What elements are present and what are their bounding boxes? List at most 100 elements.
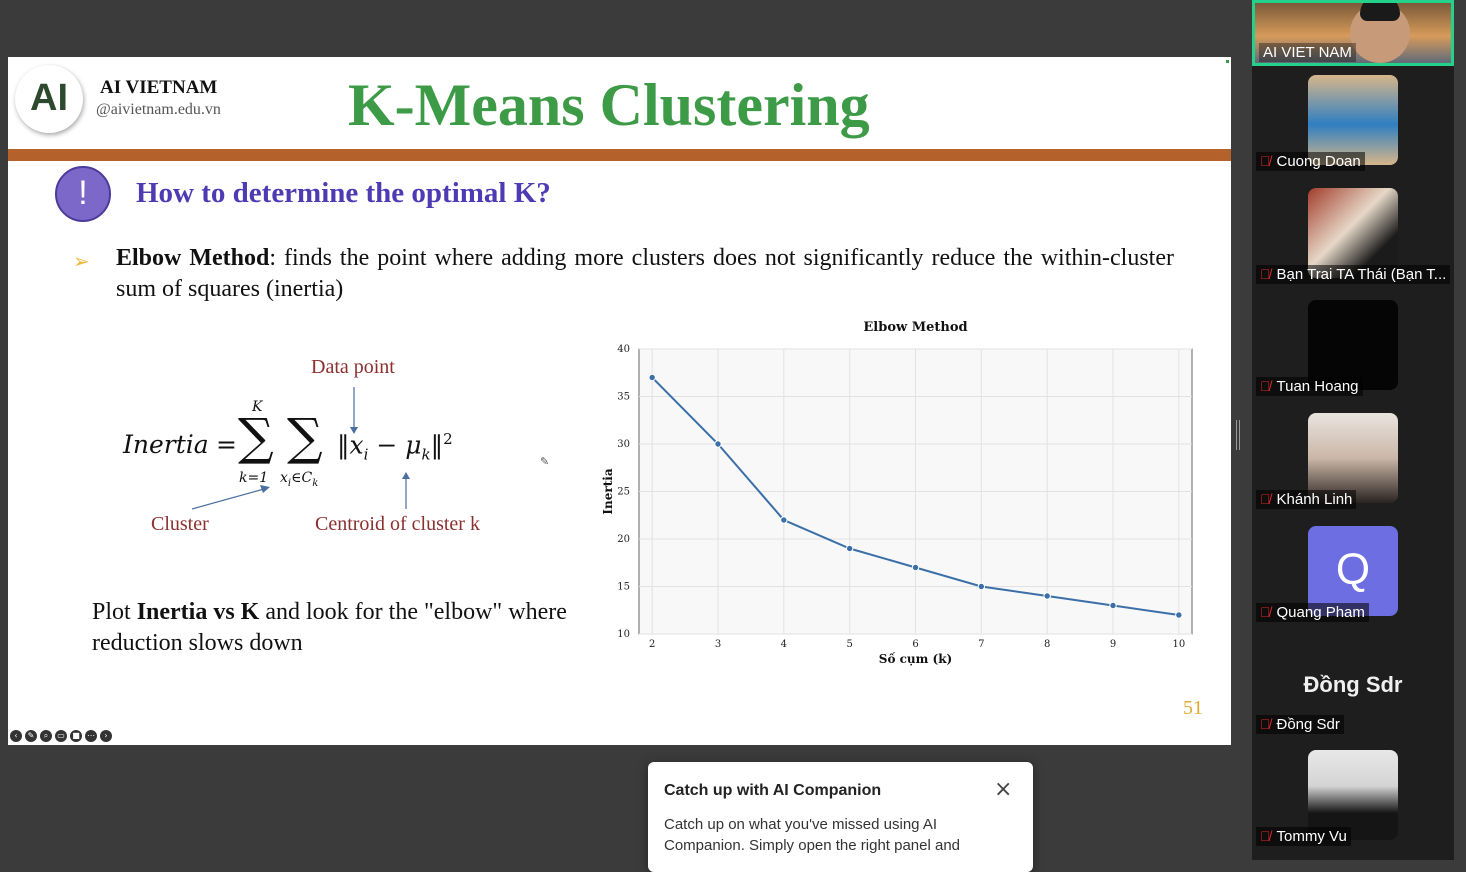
elbow-chart-svg: 10 15 20 25 30 35 40 2 3 4 5 6 7 8 9 10 Elbow Method Số c… <box>601 320 1193 666</box>
data-point <box>1109 601 1117 610</box>
ai-companion-popup: Catch up with AI Companion × Catch up on… <box>648 762 1033 872</box>
y-tick-label: 35 <box>617 392 630 403</box>
mic-muted-icon: 🎙̸ <box>1260 378 1271 394</box>
bullet-definition: : finds the point where adding more clus… <box>116 245 1174 302</box>
avatar <box>1308 300 1398 390</box>
panel-resize-handle[interactable] <box>1236 420 1240 450</box>
sum-lower-limit: k=1 <box>239 470 269 486</box>
formula-lhs: Inertia <box>123 430 209 459</box>
x-tick-label: 9 <box>1110 639 1116 650</box>
pen-tool-icon[interactable]: ✎ <box>25 730 37 742</box>
data-point <box>714 440 722 448</box>
prev-slide-icon[interactable]: ‹ <box>10 730 22 742</box>
ai-vietnam-logo: AI <box>15 65 83 133</box>
x-tick-label: 7 <box>978 639 984 650</box>
arrowhead-data-point <box>350 427 358 434</box>
data-point <box>648 373 656 382</box>
plot-text-post: and look for the "elbow" where reduction… <box>92 599 567 656</box>
participant-name-text: Tuan Hoang <box>1276 378 1359 395</box>
y-tick-label: 30 <box>617 439 630 450</box>
formula-arrows: ✎ <box>191 387 549 510</box>
participant-name-text: Cuong Doan <box>1276 153 1361 170</box>
inner-set-sub: k <box>312 477 319 489</box>
avatar <box>1308 188 1398 278</box>
participant-name-text: Bạn Trai TA Thái (Bạn T... <box>1276 266 1447 283</box>
participant-tile[interactable]: Q 🎙̸ Quang Pham <box>1252 526 1454 638</box>
bullet-term: Elbow Method <box>116 245 270 271</box>
participant-name: 🎙̸ Quang Pham <box>1256 603 1369 622</box>
norm-mu-sub: k <box>421 445 431 464</box>
chart-title: Elbow Method <box>863 320 967 335</box>
label-cluster: Cluster <box>151 513 209 535</box>
participant-name: 🎙̸ Tommy Vu <box>1256 827 1351 846</box>
participant-tile[interactable]: 🎙̸ Bạn Trai TA Thái (Bạn T... <box>1252 188 1454 300</box>
avatar <box>1308 750 1398 840</box>
title-divider <box>8 149 1231 161</box>
y-axis-label: Inertia <box>601 468 615 514</box>
x-tick-label: 8 <box>1044 639 1050 650</box>
slide-title: K-Means Clustering <box>348 72 870 138</box>
norm-minus: − <box>376 430 398 460</box>
y-tick-label: 20 <box>617 534 630 545</box>
data-point <box>1043 592 1051 600</box>
data-point <box>845 544 854 553</box>
data-point <box>911 563 920 572</box>
y-tick-label: 40 <box>617 344 630 355</box>
org-name: AI VIETNAM <box>100 77 218 98</box>
bullet-arrow-icon: ➢ <box>73 249 90 273</box>
x-tick-label: 4 <box>781 639 787 650</box>
plot-instruction: Plot Inertia vs K and look for the "elbo… <box>92 597 612 659</box>
page-number: 51 <box>1183 697 1203 719</box>
inner-x-sub: i <box>287 477 292 489</box>
more-options-icon[interactable]: ⋯ <box>85 730 97 742</box>
mic-muted-icon: 🎙̸ <box>1260 716 1271 732</box>
active-speaker-name: AI VIET NAM <box>1259 43 1356 62</box>
arrowhead-centroid <box>402 472 410 479</box>
slide-toolbar: ‹ ✎ ⌕ ▭ ■ ⋯ › <box>10 730 112 742</box>
close-icon[interactable]: × <box>994 777 1013 802</box>
avatar: Q <box>1308 526 1398 616</box>
sum-inner-lower: xi∈Ck <box>280 470 318 489</box>
participant-tile[interactable]: 🎙̸ Khánh Linh <box>1252 413 1454 525</box>
zoom-icon[interactable]: ⌕ <box>40 730 52 742</box>
participant-name: 🎙̸ Đồng Sdr <box>1256 715 1344 734</box>
mic-muted-icon: 🎙̸ <box>1260 604 1271 620</box>
label-centroid: Centroid of cluster k <box>315 513 480 535</box>
captions-icon[interactable]: ▭ <box>55 730 67 742</box>
elbow-chart: 10 15 20 25 30 35 40 2 3 4 5 6 7 8 9 10 Elbow Method Số c… <box>596 315 1206 675</box>
norm-x: x <box>349 430 364 460</box>
x-tick-label: 5 <box>846 639 852 650</box>
popup-title: Catch up with AI Companion <box>664 782 882 799</box>
participant-tile[interactable]: 🎙̸ Tommy Vu <box>1252 750 1454 862</box>
participant-name: 🎙̸ Cuong Doan <box>1256 152 1365 171</box>
y-tick-label: 15 <box>617 582 630 593</box>
avatar <box>1308 75 1398 165</box>
participant-name: 🎙̸ Tuan Hoang <box>1256 377 1363 396</box>
participant-tile[interactable]: 🎙̸ Cuong Doan <box>1252 75 1454 187</box>
participant-tile[interactable]: 🎙̸ Tuan Hoang <box>1252 300 1454 412</box>
camera-icon[interactable]: ■ <box>70 730 82 742</box>
participant-tile[interactable]: Đồng Sdr 🎙̸ Đồng Sdr <box>1252 638 1454 750</box>
norm-power: 2 <box>443 430 453 448</box>
active-speaker-tile[interactable]: AI VIET NAM <box>1252 0 1454 66</box>
data-point <box>1175 611 1183 619</box>
org-url: @aivietnam.edu.vn <box>96 101 221 118</box>
plot-text-pre: Plot <box>92 599 137 625</box>
popup-body: Catch up on what you've missed using AI … <box>664 816 961 854</box>
y-tick-label: 25 <box>617 487 630 498</box>
mic-muted-icon: 🎙̸ <box>1260 266 1271 282</box>
participant-name-text: Khánh Linh <box>1276 491 1353 508</box>
sum-symbol-outer: ∑ <box>238 408 274 466</box>
norm-mu: μ <box>405 430 422 460</box>
x-tick-label: 3 <box>715 639 721 650</box>
participants-panel: 🎙̸ Cuong Doan 🎙̸ Bạn Trai TA Thái (Bạn T..… <box>1252 0 1454 860</box>
logo-text: AI <box>30 77 68 119</box>
label-data-point: Data point <box>311 356 395 378</box>
participant-name-text: Quang Pham <box>1276 604 1365 621</box>
participant-name: 🎙̸ Khánh Linh <box>1256 490 1357 509</box>
bullet-elbow-method: Elbow Method: finds the point where addi… <box>116 243 1174 305</box>
mic-muted-icon: 🎙̸ <box>1260 828 1271 844</box>
participant-display-name: Đồng Sdr <box>1303 672 1403 697</box>
formula-norm: ‖xi − μk‖2 <box>337 430 453 464</box>
next-slide-icon[interactable]: › <box>100 730 112 742</box>
